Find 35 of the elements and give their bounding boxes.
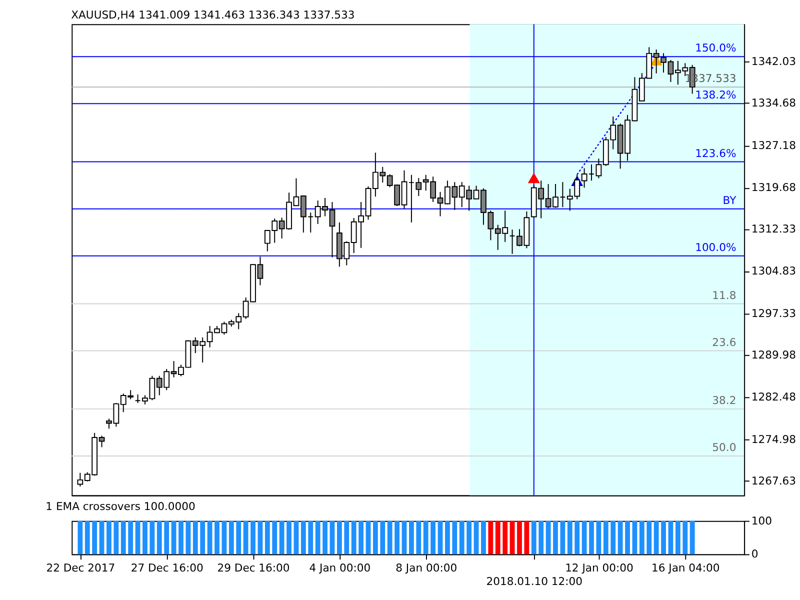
y-tick-label: 1304.83 <box>751 264 796 278</box>
point <box>528 172 540 184</box>
annotation: 100.0% <box>695 240 736 254</box>
x-tick-label: 29 Dec 16:00 <box>217 561 290 574</box>
y-tick-label: 100 <box>751 514 772 528</box>
annotation: 23.6 <box>712 336 736 349</box>
y-tick-label: 1327.18 <box>751 138 796 152</box>
annotation: 38.2 <box>712 394 736 408</box>
y-tick-label: 1297.33 <box>751 306 796 320</box>
annotation: 50.0 <box>712 441 736 454</box>
x-tick-label: 2018.01.10 12:00 <box>486 575 583 588</box>
y-tick-label: 1342.03 <box>751 55 796 68</box>
annotation: 150.0% <box>695 42 736 55</box>
x-tick-label: 27 Dec 16:00 <box>130 561 204 574</box>
chart-title: 1 EMA crossovers 100.0000 <box>46 500 196 514</box>
annotation: 123.6% <box>695 146 736 160</box>
x-tick-label: 16 Jan 04:00 <box>651 561 720 574</box>
x-tick-label: 4 Jan 00:00 <box>309 561 371 574</box>
y-tick-label: 1334.68 <box>751 96 796 110</box>
annotation: 11.8 <box>712 288 736 302</box>
y-tick-label: 1267.63 <box>751 474 796 488</box>
x-tick-label: 12 Jan 00:00 <box>565 561 634 574</box>
y-tick-label: 1289.98 <box>751 348 796 362</box>
y-tick-label: 1319.68 <box>751 181 796 194</box>
y-tick-label: 1312.33 <box>751 222 796 236</box>
candlestick <box>509 229 516 254</box>
candlestick <box>588 164 594 182</box>
y-tick-label: 1274.98 <box>751 432 796 446</box>
annotation: 138.2% <box>695 88 736 102</box>
x-tick-label: 8 Jan 00:00 <box>396 561 458 574</box>
chart-title: XAUUSD,H4 1341.009 1341.463 1336.343 1337.533 <box>71 8 355 22</box>
x-tick-label: 22 Dec 2017 <box>46 561 116 574</box>
ref-line-label: BY <box>722 194 737 207</box>
y-tick-label: 0 <box>751 548 758 561</box>
y-tick-label: 1282.48 <box>751 390 796 404</box>
